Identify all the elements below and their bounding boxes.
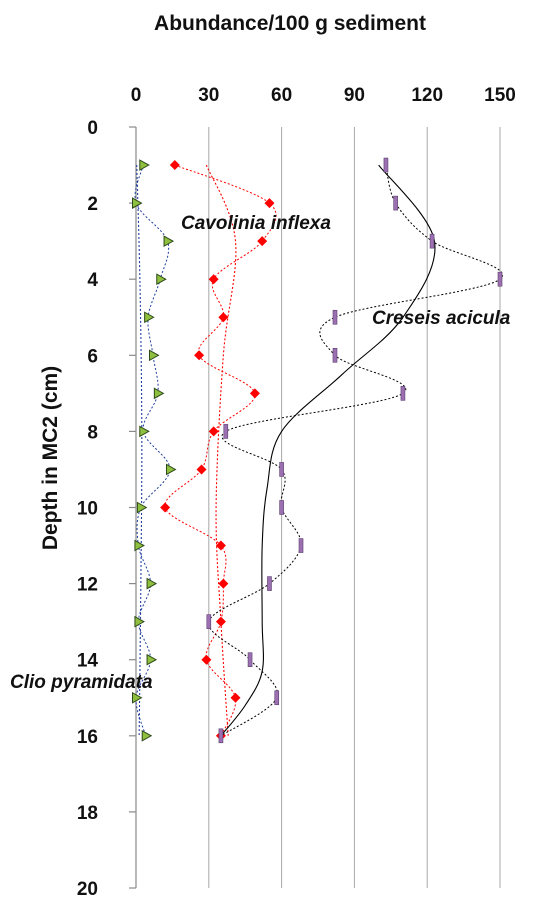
series-2-point-10	[279, 500, 284, 515]
series-1-point-8	[208, 426, 219, 437]
series-2-point-13	[206, 614, 212, 629]
series-2-connector-line	[208, 164, 503, 737]
series-1-point-3	[257, 236, 268, 247]
series-0	[132, 159, 177, 742]
y-tick-label-20: 20	[77, 879, 98, 900]
series-1-point-13	[215, 616, 226, 627]
y-tick-label-14: 14	[77, 651, 99, 672]
y-tick-label-12: 12	[77, 575, 98, 596]
series-2-trend-line	[220, 164, 436, 737]
x-tick-label-120: 120	[411, 85, 443, 106]
x-tick-label-60: 60	[271, 85, 292, 106]
series-2-point-6	[332, 347, 338, 363]
y-tick-label-18: 18	[77, 803, 98, 824]
series-0-point-2	[132, 197, 143, 209]
x-tick-label-150: 150	[484, 85, 516, 106]
series-2-point-7	[400, 386, 406, 401]
series-0-point-5	[144, 311, 155, 324]
series-1-point-7	[249, 388, 260, 399]
y-tick-label-8: 8	[87, 422, 98, 443]
axes: 0 2 4 6 8 10 12 14 16 18 20 0 30 60 90 120 150	[77, 85, 516, 900]
annotation-clio-pyramidata: Clio pyramidata	[10, 672, 153, 693]
annotation-cavolinia-inflexa: Cavolinia inflexa	[181, 213, 331, 234]
series-2-point-3	[429, 233, 435, 249]
y-tick-label-6: 6	[87, 346, 98, 367]
series-1-point-2	[264, 198, 275, 209]
series-2-point-11	[298, 538, 304, 553]
x-tick-label-90: 90	[344, 85, 365, 106]
series-1-point-6	[194, 350, 205, 361]
series-2-point-1	[383, 157, 389, 173]
series-0-connector-line	[134, 164, 171, 736]
y-tick-label-16: 16	[77, 727, 98, 748]
series-1-connector-line	[164, 164, 277, 736]
series-0-point-9	[165, 463, 177, 476]
series-2-point-16	[218, 728, 224, 744]
series-0-point-1	[139, 159, 150, 171]
gridlines	[208, 127, 501, 888]
series-2-point-15	[274, 690, 280, 706]
series-1-trend-line	[205, 164, 237, 736]
series-0-point-13	[134, 615, 145, 628]
series-0-point-10	[136, 501, 148, 514]
y-tick-label-10: 10	[77, 499, 98, 520]
series-1-point-5	[218, 312, 229, 323]
series-0-point-4	[156, 273, 167, 286]
series-2-point-12	[267, 576, 272, 591]
series-2-point-9	[279, 462, 284, 477]
series-0-point-12	[146, 577, 158, 590]
series-1-point-9	[196, 464, 207, 475]
series-0-point-8	[139, 425, 150, 438]
x-tick-label-0: 0	[131, 85, 142, 106]
x-axis-title: Abundance/100 g sediment	[154, 12, 426, 35]
series-0-point-6	[148, 349, 160, 362]
series-1-point-11	[215, 540, 226, 551]
y-axis-title: Depth in MC2 (cm)	[39, 366, 62, 550]
y-tick-label-4: 4	[87, 270, 98, 291]
y-tick-label-2: 2	[87, 194, 98, 215]
annotation-creseis-acicula: Creseis acicula	[372, 308, 511, 329]
series-1-point-1	[169, 160, 180, 171]
series-0-point-7	[153, 387, 165, 400]
series-0-point-14	[146, 653, 158, 666]
series-1-point-10	[160, 502, 171, 513]
series-1-point-15	[230, 692, 241, 703]
series-layer	[132, 157, 503, 744]
series-2-point-5	[332, 309, 338, 325]
series-1-point-14	[201, 654, 212, 665]
series-2-point-8	[223, 424, 229, 439]
series-2-point-2	[393, 195, 398, 211]
series-1-point-4	[208, 274, 219, 285]
series-2-point-4	[497, 271, 503, 287]
y-tick-label-0: 0	[87, 118, 98, 139]
series-1	[160, 160, 277, 741]
series-0-trend-line	[136, 165, 143, 736]
series-0-point-11	[134, 539, 145, 552]
series-0-point-16	[141, 729, 153, 742]
series-0-point-15	[132, 691, 143, 704]
series-2	[206, 157, 503, 744]
series-1-point-12	[218, 578, 229, 589]
x-tick-label-30: 30	[198, 85, 219, 106]
series-0-point-3	[163, 235, 175, 247]
series-2-point-14	[247, 652, 253, 668]
